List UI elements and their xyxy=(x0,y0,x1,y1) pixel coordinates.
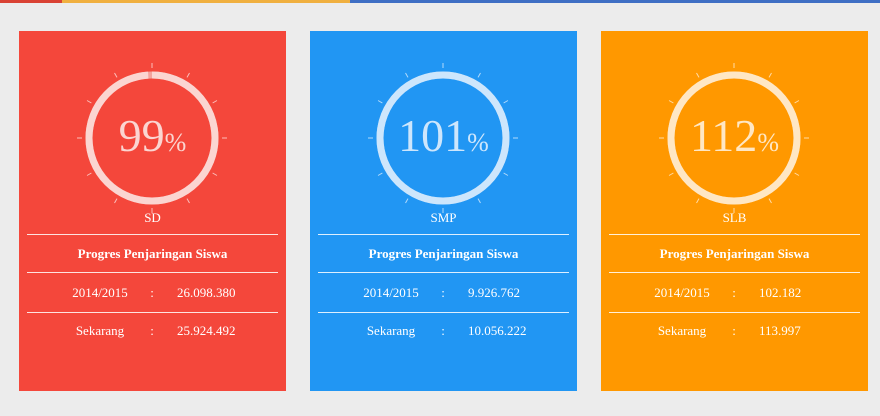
gauge-ticks xyxy=(77,63,227,213)
divider xyxy=(27,234,278,235)
row-value: 102.182 xyxy=(759,285,802,300)
row-label: Sekarang xyxy=(366,323,416,338)
stat-card-sd: 99% SD Progres Penjaringan Siswa 2014/20… xyxy=(19,31,286,391)
row-label: 2014/2015 xyxy=(654,285,710,300)
percent-number: 101 xyxy=(398,110,468,161)
divider xyxy=(27,272,278,273)
percent-value: 112% xyxy=(601,108,868,171)
gauge-ticks xyxy=(368,63,518,213)
divider xyxy=(318,234,569,235)
divider xyxy=(609,272,860,273)
gauge-tick xyxy=(186,72,190,78)
gauge-tick xyxy=(186,198,190,204)
progress-gauge xyxy=(659,63,809,213)
percent-number: 112 xyxy=(690,110,758,161)
percent-symbol: % xyxy=(164,128,187,157)
top-accent-seg-4 xyxy=(350,0,880,3)
stat-row-2014-2015: 2014/2015 : 26.098.380 xyxy=(19,284,286,302)
gauge-tick xyxy=(503,172,509,176)
gauge-tick xyxy=(477,198,481,204)
section-title: Progres Penjaringan Siswa xyxy=(77,246,228,261)
row-separator: : xyxy=(150,323,154,338)
divider xyxy=(27,312,278,313)
level-label: SD xyxy=(144,210,161,225)
row-separator: : xyxy=(150,285,154,300)
percent-symbol: % xyxy=(757,128,779,157)
gauge-tick xyxy=(477,72,481,78)
divider xyxy=(609,234,860,235)
row-separator: : xyxy=(732,323,736,338)
row-value: 25.924.492 xyxy=(177,323,236,338)
section-title: Progres Penjaringan Siswa xyxy=(368,246,519,261)
stat-card-smp: 101% SMP Progres Penjaringan Siswa 2014/… xyxy=(310,31,577,391)
percent-value: 99% xyxy=(19,108,286,171)
level-label: SMP xyxy=(430,210,457,225)
row-label: 2014/2015 xyxy=(72,285,128,300)
gauge-tick xyxy=(768,72,772,78)
gauge-tick xyxy=(668,100,674,104)
gauge-tick xyxy=(114,198,118,204)
section-title: Progres Penjaringan Siswa xyxy=(659,246,810,261)
stat-row-sekarang: Sekarang : 113.997 xyxy=(601,322,868,340)
gauge-tick xyxy=(377,172,383,176)
gauge-tick xyxy=(114,72,118,78)
gauge-tick xyxy=(377,100,383,104)
stat-row-sekarang: Sekarang : 25.924.492 xyxy=(19,322,286,340)
progress-gauge xyxy=(368,63,518,213)
gauge-arc xyxy=(376,71,510,205)
gauge-arc xyxy=(85,71,219,205)
divider xyxy=(609,312,860,313)
gauge-tick xyxy=(696,198,700,204)
row-value: 26.098.380 xyxy=(177,285,236,300)
gauge-tick xyxy=(212,100,218,104)
progress-gauge xyxy=(77,63,227,213)
row-value: 113.997 xyxy=(759,323,801,338)
top-accent-seg-3 xyxy=(62,0,350,3)
percent-symbol: % xyxy=(467,128,489,157)
gauge-tick xyxy=(696,72,700,78)
gauge-tick xyxy=(405,198,409,204)
row-label: Sekarang xyxy=(75,323,125,338)
gauge-tick xyxy=(794,100,800,104)
gauge-tick xyxy=(86,100,92,104)
top-accent-bar xyxy=(0,0,880,3)
gauge-tick xyxy=(212,172,218,176)
divider xyxy=(318,272,569,273)
row-label: 2014/2015 xyxy=(363,285,419,300)
stat-row-sekarang: Sekarang : 10.056.222 xyxy=(310,322,577,340)
stat-row-2014-2015: 2014/2015 : 9.926.762 xyxy=(310,284,577,302)
gauge-tick xyxy=(794,172,800,176)
gauge-tick xyxy=(503,100,509,104)
row-value: 10.056.222 xyxy=(468,323,527,338)
row-label: Sekarang xyxy=(657,323,707,338)
row-value: 9.926.762 xyxy=(468,285,520,300)
gauge-tick xyxy=(668,172,674,176)
gauge-tick xyxy=(768,198,772,204)
gauge-arc xyxy=(667,71,801,205)
row-separator: : xyxy=(441,285,445,300)
percent-number: 99 xyxy=(118,110,165,161)
row-separator: : xyxy=(732,285,736,300)
stat-card-slb: 112% SLB Progres Penjaringan Siswa 2014/… xyxy=(601,31,868,391)
gauge-ticks xyxy=(659,63,809,213)
level-label: SLB xyxy=(722,210,747,225)
divider xyxy=(318,312,569,313)
gauge-tick xyxy=(405,72,409,78)
stat-row-2014-2015: 2014/2015 : 102.182 xyxy=(601,284,868,302)
percent-value: 101% xyxy=(310,108,577,171)
gauge-tick xyxy=(86,172,92,176)
top-accent-seg-1 xyxy=(0,0,62,3)
row-separator: : xyxy=(441,323,445,338)
